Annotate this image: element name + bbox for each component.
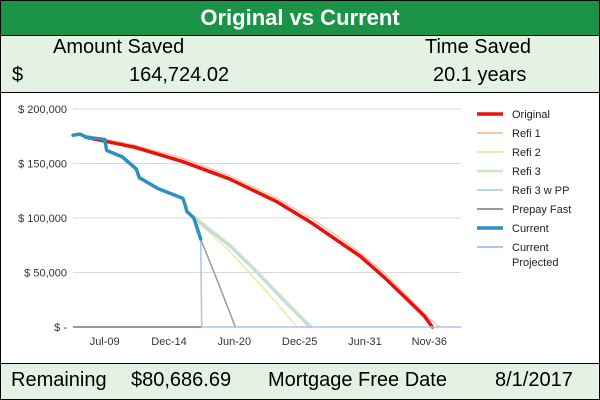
legend-label: Prepay Fast xyxy=(512,204,571,216)
x-tick-label: Jun-20 xyxy=(218,336,252,348)
series-line-refi-3 xyxy=(186,210,313,329)
series-line-current-projected xyxy=(199,238,462,328)
time-saved-label: Time Saved xyxy=(425,36,531,58)
chart-area: $ - $ 50,000 $ 100,000 $ 150,000 $ 200,000 Ju… xyxy=(1,93,599,364)
x-tick-label: Jul-09 xyxy=(90,336,120,348)
balance-chart: $ - $ 50,000 $ 100,000 $ 150,000 $ 200,000 Ju… xyxy=(18,104,571,348)
y-tick-label: $ 50,000 xyxy=(24,268,67,280)
series-line-current xyxy=(71,132,203,241)
legend-label: Current xyxy=(512,242,549,254)
y-tick-label: $ 100,000 xyxy=(18,213,67,225)
x-tick-label: Jun-31 xyxy=(348,336,382,348)
y-tick-label: $ 150,000 xyxy=(18,159,67,171)
amount-saved-label: Amount Saved xyxy=(53,36,185,58)
time-saved-value: 20.1 years xyxy=(433,64,527,86)
summary-section: Amount Saved $ 164,724.02 Time Saved 20.… xyxy=(1,36,599,93)
legend-label: Refi 2 xyxy=(512,147,541,159)
footer-section: Remaining $80,686.69 Mortgage Free Date … xyxy=(1,364,599,399)
amount-saved-value: 164,724.02 xyxy=(129,64,230,86)
y-tick-label: $ - xyxy=(54,322,67,334)
legend-label: Current xyxy=(512,223,549,235)
series-line-prepay-fast xyxy=(199,238,237,328)
dashboard-title: Original vs Current xyxy=(1,1,599,36)
mortgage-free-date-value: 8/1/2017 xyxy=(495,369,573,391)
y-tick-label: $ 200,000 xyxy=(18,104,67,116)
x-tick-label: Nov-36 xyxy=(412,336,447,348)
x-tick-label: Dec-14 xyxy=(151,336,186,348)
mortgage-free-date-label: Mortgage Free Date xyxy=(268,369,447,391)
currency-symbol: $ xyxy=(12,64,24,86)
series-line-refi-2 xyxy=(187,211,298,328)
legend-label: Projected xyxy=(512,257,558,269)
x-tick-label: Dec-25 xyxy=(282,336,317,348)
legend-label: Refi 1 xyxy=(512,128,541,140)
legend-label: Refi 3 xyxy=(512,166,541,178)
remaining-label: Remaining xyxy=(11,369,107,391)
remaining-value: $80,686.69 xyxy=(131,369,232,391)
legend-label: Original xyxy=(512,109,550,121)
series-line-refi-3-w-pp xyxy=(187,212,310,328)
legend-label: Refi 3 w PP xyxy=(512,185,569,197)
series-line-original xyxy=(84,135,435,329)
series-line-refi-1 xyxy=(85,134,440,328)
